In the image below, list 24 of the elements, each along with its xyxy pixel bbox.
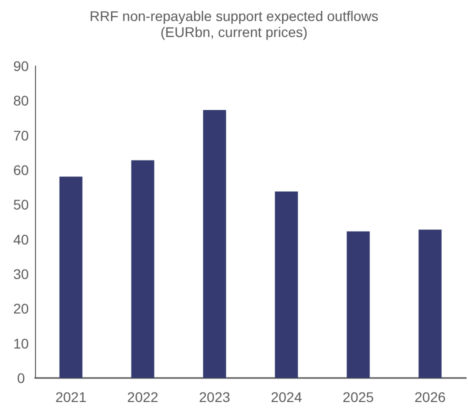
x-tick-label: 2025: [342, 389, 374, 405]
y-tick-label: 80: [13, 92, 29, 109]
x-tick-label: 2022: [127, 389, 159, 405]
x-tick-label: 2026: [414, 389, 446, 405]
bar: [59, 176, 82, 378]
y-tick-label: 60: [13, 162, 29, 178]
y-tick-label: 0: [17, 370, 26, 386]
bar: [131, 160, 154, 378]
y-tick-label: 30: [13, 266, 29, 282]
x-tick-label: 2024: [270, 389, 302, 405]
chart-title: RRF non-repayable support expected outflows: [90, 8, 378, 24]
y-tick-label: 90: [13, 58, 29, 74]
bar: [203, 110, 226, 378]
y-tick-label: 20: [13, 300, 29, 317]
bar: [346, 231, 370, 378]
y-tick-label: 40: [13, 231, 29, 248]
y-tick-label: 10: [13, 335, 29, 352]
chart-subtitle: (EURbn, current prices): [160, 24, 308, 40]
x-tick-label: 2021: [55, 389, 87, 405]
y-tick-label: 70: [13, 127, 29, 144]
x-tick-label: 2023: [199, 389, 230, 405]
bar: [418, 230, 442, 378]
bar: [274, 191, 298, 378]
y-tick-label: 50: [13, 196, 29, 213]
